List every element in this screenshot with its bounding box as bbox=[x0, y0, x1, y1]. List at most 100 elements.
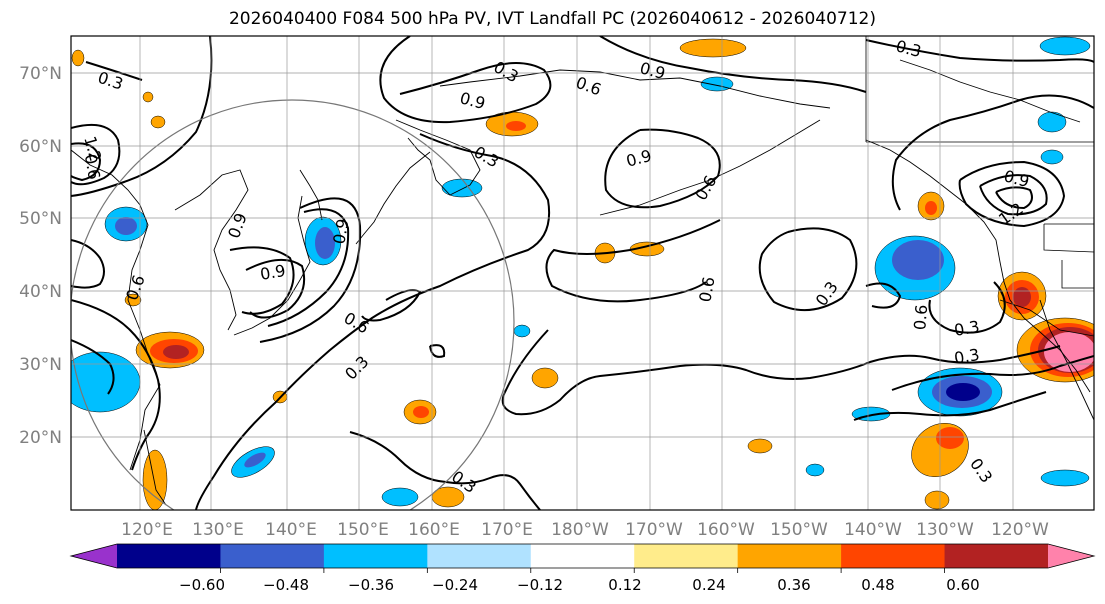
pv-contour bbox=[928, 281, 1006, 334]
pv-contour bbox=[71, 239, 105, 289]
pv-contour bbox=[195, 133, 550, 510]
pv-contour bbox=[71, 124, 121, 186]
coastline bbox=[355, 151, 431, 245]
anomaly-medium-negative bbox=[115, 217, 137, 235]
pv-contour bbox=[604, 128, 721, 209]
political-borders bbox=[865, 36, 1094, 337]
colorbar-tick-labels: −0.60 −0.48 −0.36 −0.24 −0.12 0.12 0.24 … bbox=[179, 576, 980, 594]
lon-label: 170°W bbox=[625, 520, 683, 540]
anomaly-positive bbox=[71, 49, 85, 67]
anomaly-negative bbox=[805, 463, 825, 477]
anomaly-positive bbox=[679, 38, 747, 58]
pv-contour bbox=[865, 282, 902, 309]
lat-label-20n: 20°N bbox=[19, 428, 62, 448]
colorbar-segment bbox=[841, 544, 946, 568]
anomaly-positive bbox=[150, 115, 166, 129]
colorbar-segment bbox=[323, 544, 428, 568]
lat-label-30n: 30°N bbox=[19, 355, 62, 375]
pv-contour bbox=[71, 36, 213, 197]
border bbox=[1061, 260, 1094, 289]
reference-circle bbox=[71, 99, 515, 510]
lon-label: 140°E bbox=[265, 520, 317, 540]
lat-label-50n: 50°N bbox=[19, 209, 62, 229]
anomaly-strong-negative bbox=[946, 383, 980, 401]
pv-contour bbox=[599, 36, 867, 93]
plot-title: 2026040400 F084 500 hPa PV, IVT Landfall… bbox=[228, 9, 876, 29]
pv-contour bbox=[865, 39, 1094, 63]
pv-contour bbox=[349, 431, 541, 510]
anomaly-positive bbox=[747, 438, 773, 454]
coastline bbox=[865, 139, 1091, 393]
colorbar-tick-label: −0.48 bbox=[263, 576, 309, 594]
coastline bbox=[143, 429, 167, 506]
pv-contour bbox=[891, 355, 1094, 391]
shaded-ivt-anomalies bbox=[71, 36, 1094, 510]
colorbar-segment bbox=[944, 544, 1049, 568]
contour-label: 0.6 bbox=[910, 304, 931, 331]
anomaly-negative bbox=[441, 178, 483, 198]
anomaly-negative bbox=[513, 324, 531, 338]
anomaly-medium-negative bbox=[315, 227, 335, 259]
colorbar-segment bbox=[427, 544, 532, 568]
contour-label: 0.9 bbox=[329, 217, 352, 245]
coastline bbox=[233, 195, 311, 336]
colorbar-segment bbox=[530, 544, 635, 568]
pv-contour bbox=[71, 299, 161, 471]
coastline bbox=[899, 59, 1081, 123]
anomaly-strong-positive bbox=[506, 121, 526, 131]
lon-label: 170°E bbox=[481, 520, 533, 540]
anomaly-positive bbox=[924, 490, 950, 510]
pv-contour bbox=[758, 227, 858, 312]
anomaly-negative bbox=[381, 487, 419, 507]
lon-label: 130°W bbox=[916, 520, 974, 540]
pv-contour bbox=[979, 174, 1048, 216]
colorbar-extend-min bbox=[71, 544, 117, 568]
contour-label: 0.6 bbox=[695, 275, 718, 303]
anomaly-very-strong-positive bbox=[1013, 287, 1031, 307]
anomaly-negative bbox=[700, 76, 734, 92]
anomaly-positive bbox=[142, 91, 154, 103]
pv-contour bbox=[245, 259, 306, 319]
colorbar-outline bbox=[69, 543, 1096, 569]
contour-label: 0.3 bbox=[953, 317, 981, 340]
colorbar-tick-label: −0.12 bbox=[517, 576, 563, 594]
lon-label: 150°W bbox=[770, 520, 828, 540]
lat-label-60n: 60°N bbox=[19, 137, 62, 157]
lon-label: 160°W bbox=[697, 520, 755, 540]
pv-contour bbox=[545, 219, 721, 303]
anomaly-negative bbox=[1040, 469, 1090, 487]
colorbar-tick-label: 0.60 bbox=[946, 576, 979, 594]
colorbar-tick-label: 0.12 bbox=[608, 576, 641, 594]
contour-label: 0.3 bbox=[953, 345, 981, 368]
anomaly-negative bbox=[1040, 149, 1064, 165]
coastlines bbox=[71, 59, 1094, 506]
pv-contours bbox=[71, 36, 1094, 510]
colorbar-segments bbox=[71, 544, 1094, 568]
colorbar-segment bbox=[634, 544, 739, 568]
anomaly-negative bbox=[1037, 111, 1067, 133]
colorbar-segment bbox=[117, 544, 221, 568]
anomaly-very-strong-positive bbox=[163, 345, 189, 359]
lon-label: 120°W bbox=[991, 520, 1049, 540]
pv-contour bbox=[501, 329, 1061, 416]
colorbar-tick-label: 0.36 bbox=[777, 576, 810, 594]
anomaly-positive bbox=[531, 367, 559, 389]
colorbar: −0.60 −0.48 −0.36 −0.24 −0.12 0.12 0.24 … bbox=[69, 543, 1096, 594]
anomaly-strong-positive bbox=[413, 406, 429, 418]
anomaly-medium-negative bbox=[892, 240, 944, 280]
pv-contour bbox=[259, 197, 362, 343]
map-frame bbox=[70, 35, 1095, 511]
colorbar-extend-max bbox=[1048, 544, 1094, 568]
pv-contour bbox=[229, 246, 295, 315]
anomaly-positive bbox=[142, 449, 168, 510]
lat-label-40n: 40°N bbox=[19, 282, 62, 302]
anomaly-extreme-positive bbox=[1044, 332, 1094, 372]
border bbox=[1043, 224, 1094, 253]
colorbar-tick-label: −0.24 bbox=[432, 576, 478, 594]
lon-label: 160°E bbox=[408, 520, 460, 540]
longitude-labels: 120°E 130°E 140°E 150°E 160°E 170°E 180°… bbox=[121, 520, 1049, 540]
lon-label: 120°E bbox=[121, 520, 173, 540]
coastline bbox=[71, 149, 161, 471]
